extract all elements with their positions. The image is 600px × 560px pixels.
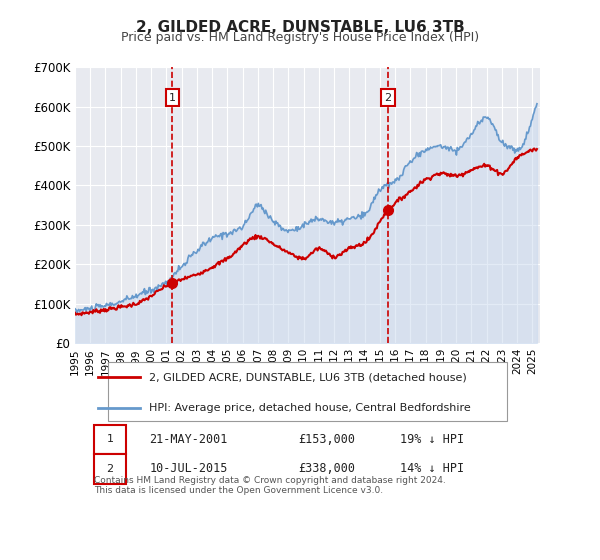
Text: 2: 2 xyxy=(106,464,113,474)
Text: 1: 1 xyxy=(106,435,113,445)
Text: £338,000: £338,000 xyxy=(298,463,355,475)
Text: Price paid vs. HM Land Registry's House Price Index (HPI): Price paid vs. HM Land Registry's House … xyxy=(121,31,479,44)
Text: 14% ↓ HPI: 14% ↓ HPI xyxy=(401,463,464,475)
Text: 1: 1 xyxy=(169,92,176,102)
Text: £153,000: £153,000 xyxy=(298,433,355,446)
Text: 21-MAY-2001: 21-MAY-2001 xyxy=(149,433,228,446)
Text: 2, GILDED ACRE, DUNSTABLE, LU6 3TB (detached house): 2, GILDED ACRE, DUNSTABLE, LU6 3TB (deta… xyxy=(149,372,467,382)
FancyBboxPatch shape xyxy=(107,362,508,421)
Text: Contains HM Land Registry data © Crown copyright and database right 2024.
This d: Contains HM Land Registry data © Crown c… xyxy=(94,476,445,495)
Text: HPI: Average price, detached house, Central Bedfordshire: HPI: Average price, detached house, Cent… xyxy=(149,403,471,413)
FancyBboxPatch shape xyxy=(94,424,126,454)
Text: 2: 2 xyxy=(384,92,391,102)
Text: 19% ↓ HPI: 19% ↓ HPI xyxy=(401,433,464,446)
FancyBboxPatch shape xyxy=(94,454,126,484)
Text: 2, GILDED ACRE, DUNSTABLE, LU6 3TB: 2, GILDED ACRE, DUNSTABLE, LU6 3TB xyxy=(136,20,464,35)
Text: 10-JUL-2015: 10-JUL-2015 xyxy=(149,463,228,475)
